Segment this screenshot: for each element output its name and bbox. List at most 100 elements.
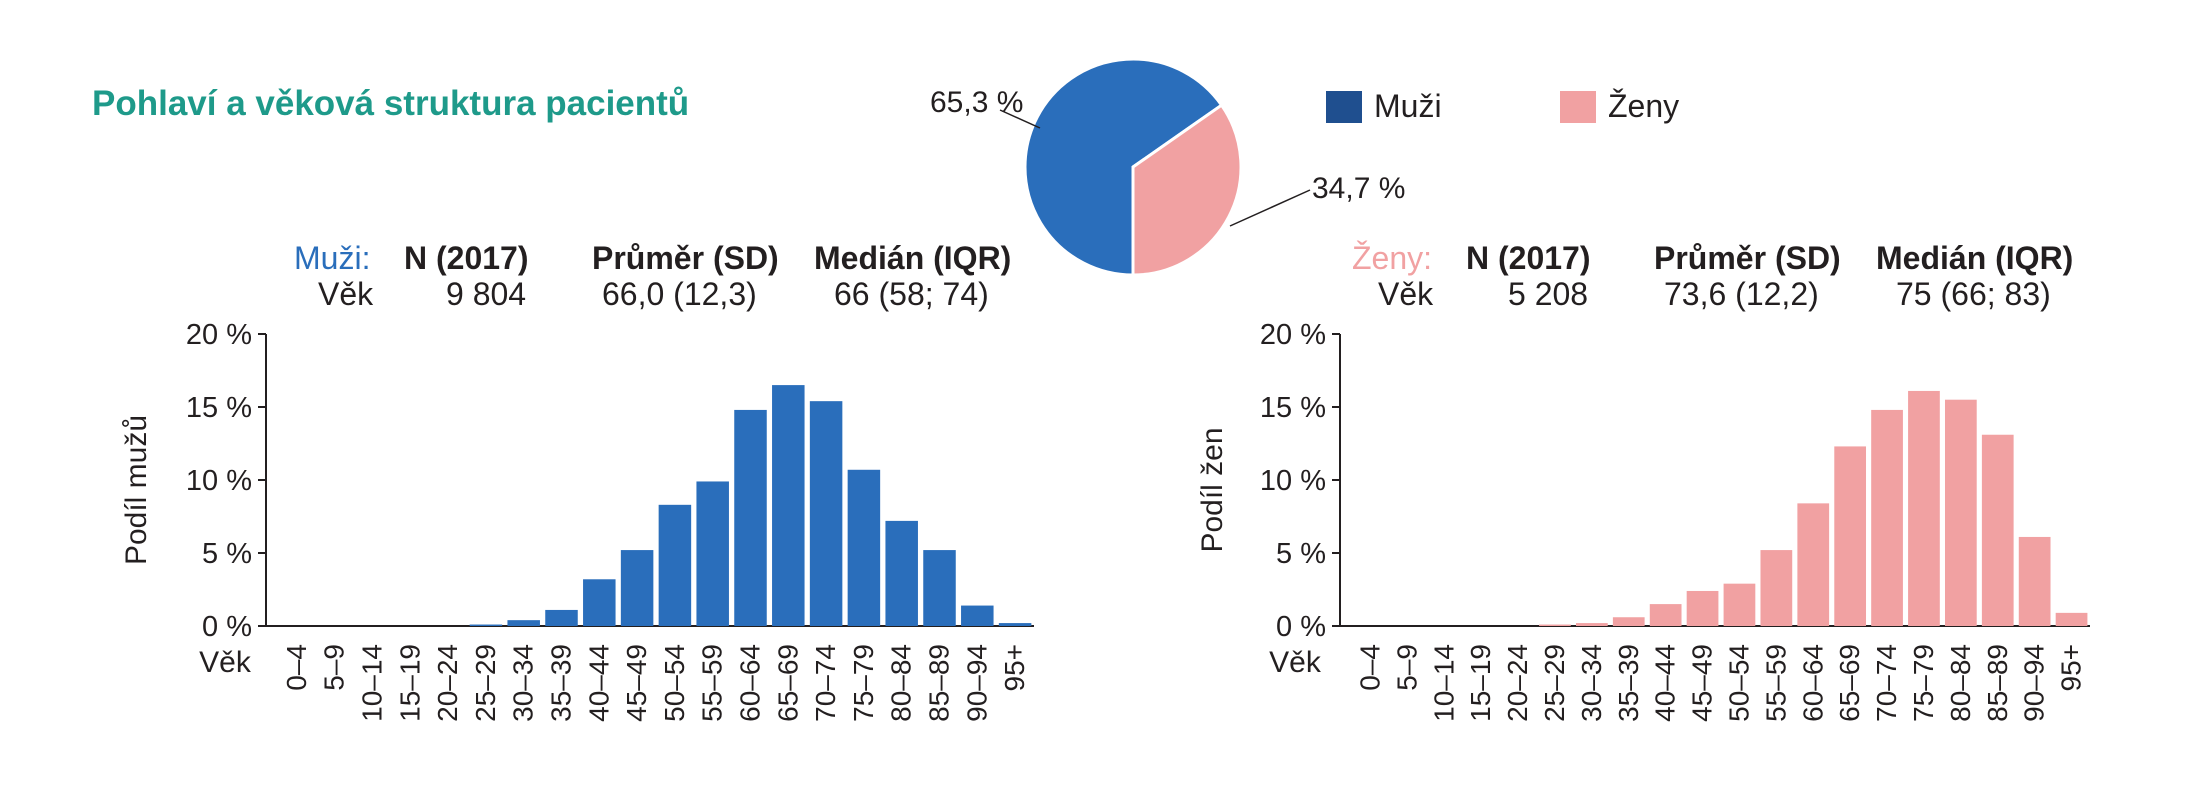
women-bar [1649, 604, 1682, 626]
women-ytick-label: 0 % [1276, 611, 1326, 643]
legend-women: Ženy [1560, 88, 1679, 125]
women-ytick-label: 10 % [1260, 465, 1326, 497]
women-category-label: 20–24 [1502, 644, 1533, 722]
women-category-label: 75–79 [1908, 644, 1939, 722]
women-y-axis-title: Podíl žen [1196, 427, 1229, 552]
women-median-value: 75 (66; 83) [1896, 276, 2051, 312]
men-category-label: 5–9 [319, 644, 350, 691]
pie-slice-women [1131, 103, 1243, 277]
men-header-mean: Průměr (SD) [592, 240, 779, 276]
women-category-label: 10–14 [1428, 644, 1459, 722]
men-bar [809, 401, 843, 626]
pie-leader-men [999, 109, 1041, 129]
women-group-label: Ženy: [1352, 240, 1433, 276]
women-category-label: 70–74 [1871, 644, 1902, 722]
women-category-label: 90–94 [2019, 644, 2050, 722]
women-bar [1686, 590, 1719, 626]
men-bar [658, 504, 692, 626]
women-category-label: 25–29 [1539, 644, 1570, 722]
men-category-label: 65–69 [772, 644, 803, 722]
pie-leader-women [1229, 189, 1311, 227]
women-category-label: 60–64 [1797, 644, 1828, 722]
men-category-label: 70–74 [810, 644, 841, 722]
women-bar [1908, 390, 1940, 626]
men-category-label: 15–19 [394, 644, 425, 722]
men-bar [696, 481, 729, 626]
women-category-label: 95+ [2056, 644, 2087, 692]
men-n-value: 9 804 [446, 276, 527, 312]
men-bar [620, 550, 654, 626]
men-ytick-label: 10 % [186, 465, 252, 497]
men-category-label: 55–59 [697, 644, 728, 722]
legend-men-label: Muži [1374, 88, 1442, 124]
men-category-label: 20–24 [432, 644, 463, 722]
women-bar [1612, 617, 1645, 626]
men-row-label: Věk [318, 276, 374, 312]
women-category-label: 40–44 [1650, 644, 1681, 722]
women-category-label: 65–69 [1834, 644, 1865, 722]
women-category-label: 55–59 [1760, 644, 1791, 722]
men-ytick-label: 20 % [186, 319, 252, 351]
women-bar [2018, 536, 2051, 626]
men-category-label: 85–89 [924, 644, 955, 722]
men-category-label: 25–29 [470, 644, 501, 722]
men-group-label: Muži: [294, 240, 371, 276]
men-category-label: 75–79 [848, 644, 879, 722]
women-ytick-label: 15 % [1260, 392, 1326, 424]
men-bar [545, 609, 578, 626]
men-category-label: 0–4 [281, 644, 312, 691]
women-bar [1981, 434, 2014, 626]
men-median-value: 66 (58; 74) [834, 276, 989, 312]
women-bar [1797, 503, 1830, 626]
men-bar [469, 624, 503, 626]
men-category-label: 30–34 [508, 644, 539, 722]
women-ytick-label: 20 % [1260, 319, 1326, 351]
men-ytick-label: 0 % [202, 611, 252, 643]
men-bar [998, 623, 1032, 626]
page-title: Pohlaví a věková struktura pacientů [92, 84, 690, 123]
men-header-median: Medián (IQR) [814, 240, 1012, 276]
men-y-axis-title: Podíl mužů [120, 415, 153, 565]
men-bar [923, 550, 956, 626]
women-category-label: 80–84 [1945, 644, 1976, 722]
women-mean-value: 73,6 (12,2) [1664, 276, 1819, 312]
women-header-n: N (2017) [1466, 240, 1591, 276]
women-category-label: 85–89 [1982, 644, 2013, 722]
men-bar [507, 620, 540, 626]
men-stats-table: Muži: N (2017) Průměr (SD) Medián (IQR) … [0, 240, 1011, 312]
women-bar [2055, 612, 2088, 626]
men-bar [772, 385, 805, 626]
men-category-label: 95+ [999, 644, 1030, 692]
women-bar [1834, 446, 1867, 626]
women-header-mean: Průměr (SD) [1654, 240, 1841, 276]
men-category-label: 80–84 [886, 644, 917, 722]
women-bar [1723, 583, 1756, 626]
women-bar [1760, 550, 1793, 626]
men-category-label: 50–54 [659, 644, 690, 722]
men-ytick-label: 5 % [202, 538, 252, 570]
women-category-label: 5–9 [1391, 644, 1422, 691]
pie-label-men: 65,3 % [930, 86, 1023, 119]
men-header-n: N (2017) [404, 240, 529, 276]
women-category-label: 0–4 [1354, 644, 1385, 691]
women-n-value: 5 208 [1508, 276, 1589, 312]
men-bar [847, 469, 881, 626]
men-bar [734, 409, 767, 626]
men-ytick-label: 15 % [186, 392, 252, 424]
women-x-axis-title: Věk [1269, 646, 1322, 679]
men-category-label: 40–44 [583, 644, 614, 722]
men-bar [961, 605, 994, 626]
women-ytick-label: 5 % [1276, 538, 1326, 570]
women-category-label: 35–39 [1613, 644, 1644, 722]
women-bar [1871, 409, 1903, 626]
men-category-label: 35–39 [546, 644, 577, 722]
men-category-label: 60–64 [735, 644, 766, 722]
women-row-label: Věk [1378, 276, 1434, 312]
men-x-axis-title: Věk [199, 646, 252, 679]
women-bar [1944, 399, 1977, 626]
men-mean-value: 66,0 (12,3) [602, 276, 757, 312]
women-category-label: 30–34 [1576, 644, 1607, 722]
